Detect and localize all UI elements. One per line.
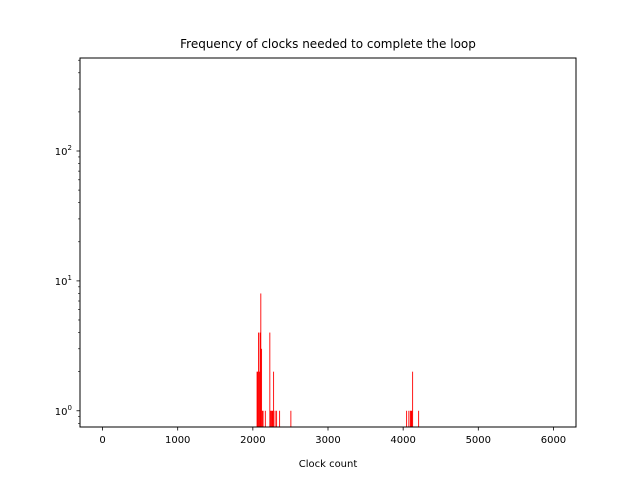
histogram-bar (259, 332, 261, 427)
histogram-bar (273, 371, 275, 427)
x-tick-label: 2000 (240, 435, 265, 446)
x-axis-label: Clock count (299, 459, 358, 470)
histogram-bar (260, 293, 262, 427)
x-tick-label: 4000 (390, 435, 415, 446)
histogram-bar (261, 410, 263, 427)
histogram-bar (269, 332, 271, 427)
ticks-group: 0 1000 2000 3000 4000 5000 6000 100 101 102 (55, 59, 566, 446)
histogram-bar (409, 410, 411, 427)
histogram-bar (411, 410, 413, 427)
y-tick-label: 102 (55, 144, 72, 158)
histogram-bar (270, 410, 272, 427)
histogram-bar (270, 410, 272, 427)
histogram-bar (406, 410, 408, 427)
histogram-bar (276, 410, 278, 427)
histogram-bar (408, 410, 410, 427)
histogram-bar (258, 332, 260, 427)
histogram-bar (412, 371, 414, 427)
x-tick-label: 6000 (541, 435, 566, 446)
y-tick-label: 100 (55, 404, 72, 418)
x-tick-label: 1000 (165, 435, 190, 446)
histogram-bar (261, 348, 263, 427)
histogram-bar (258, 371, 260, 427)
histogram-bar (257, 371, 259, 427)
histogram-bar (262, 410, 264, 427)
histogram-bar (256, 371, 258, 427)
histogram-bar (271, 410, 273, 427)
histogram-bar (272, 410, 274, 427)
x-tick-label: 5000 (466, 435, 491, 446)
histogram-bar (410, 410, 412, 427)
chart-title: Frequency of clocks needed to complete t… (180, 37, 476, 51)
plot-area-frame (79, 57, 577, 428)
histogram-bar (290, 410, 292, 427)
x-tick-label: 3000 (315, 435, 340, 446)
histogram-bar (264, 410, 266, 427)
histogram-bar (274, 410, 276, 427)
histogram-bar (418, 410, 420, 427)
x-tick-label: 0 (99, 435, 105, 446)
histogram-bar (279, 410, 281, 427)
y-tick-label: 101 (55, 274, 72, 288)
bars-group (256, 293, 420, 427)
